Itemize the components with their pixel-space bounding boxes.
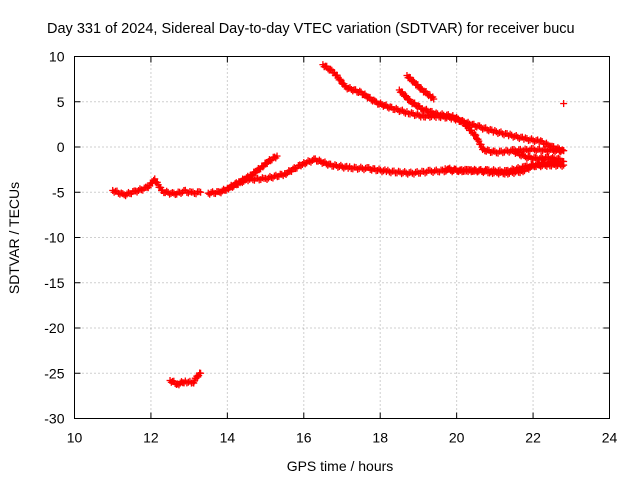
y-tick-label: -30 bbox=[44, 411, 64, 427]
y-tick-label: -15 bbox=[44, 275, 64, 291]
x-tick-label: 16 bbox=[296, 430, 312, 446]
grid bbox=[74, 56, 610, 419]
data-point bbox=[430, 95, 438, 103]
x-tick-label: 20 bbox=[449, 430, 465, 446]
data-point bbox=[282, 171, 290, 179]
series-track-d bbox=[319, 61, 568, 155]
data-point bbox=[500, 131, 508, 139]
data-point bbox=[393, 169, 401, 177]
y-tick-label: 5 bbox=[57, 94, 65, 110]
data-point bbox=[408, 169, 416, 177]
data-point bbox=[497, 147, 505, 155]
x-tick-label: 22 bbox=[525, 430, 541, 446]
data-point bbox=[471, 130, 479, 138]
series-track-e bbox=[403, 72, 438, 103]
data-point bbox=[431, 167, 439, 175]
series-track-b bbox=[204, 152, 281, 198]
data-point bbox=[412, 168, 420, 176]
data-point bbox=[385, 168, 393, 176]
data-point bbox=[417, 84, 425, 92]
data-point bbox=[197, 188, 205, 196]
data-point bbox=[515, 135, 523, 143]
y-tick-label: 10 bbox=[49, 49, 65, 65]
data-point bbox=[560, 161, 568, 169]
data-point bbox=[259, 163, 267, 171]
data-point bbox=[238, 179, 246, 187]
x-tick-label: 10 bbox=[67, 430, 83, 446]
y-tick-label: -10 bbox=[44, 230, 64, 246]
data-points bbox=[109, 61, 568, 389]
data-point bbox=[472, 131, 480, 139]
data-point bbox=[327, 65, 335, 73]
data-point bbox=[184, 189, 192, 197]
series-isolated bbox=[560, 100, 568, 108]
x-tick-label: 12 bbox=[143, 430, 159, 446]
data-point bbox=[197, 369, 205, 377]
axis-ticks: 10 12 14 16 18 20 22 24 -30 -25 -20 -15 -10 -5 0 5 10 bbox=[44, 49, 617, 446]
series-track-h bbox=[441, 160, 568, 178]
y-tick-label: 0 bbox=[57, 139, 65, 155]
data-point bbox=[511, 132, 519, 140]
data-point bbox=[495, 129, 503, 137]
data-point bbox=[402, 92, 410, 100]
data-point bbox=[491, 126, 499, 134]
y-axis-label: SDTVAR / TECUs bbox=[6, 182, 22, 294]
data-point bbox=[520, 135, 528, 143]
data-point bbox=[479, 125, 487, 133]
data-point bbox=[476, 122, 484, 130]
data-point bbox=[362, 164, 370, 172]
y-tick-label: -25 bbox=[44, 365, 64, 381]
data-point bbox=[560, 147, 568, 155]
x-tick-label: 14 bbox=[220, 430, 236, 446]
series-track-f bbox=[395, 86, 568, 157]
x-axis-label: GPS time / hours bbox=[287, 458, 394, 474]
y-tick-label: -5 bbox=[52, 184, 65, 200]
series-track-i bbox=[166, 369, 205, 389]
y-tick-label: -20 bbox=[44, 320, 64, 336]
data-point bbox=[194, 373, 202, 381]
data-point bbox=[414, 110, 422, 118]
x-tick-label: 18 bbox=[372, 430, 388, 446]
data-point bbox=[336, 75, 344, 83]
series-track-g bbox=[510, 148, 568, 165]
x-tick-label: 24 bbox=[602, 430, 618, 446]
series-track-a bbox=[109, 175, 205, 200]
data-point bbox=[485, 127, 493, 135]
data-point bbox=[397, 107, 405, 115]
data-point bbox=[558, 146, 566, 154]
data-point bbox=[273, 152, 281, 160]
data-point bbox=[392, 104, 400, 112]
data-point bbox=[560, 100, 568, 108]
chart-title: Day 331 of 2024, Sidereal Day-to-day VTE… bbox=[47, 21, 575, 37]
data-point bbox=[558, 162, 566, 170]
data-point bbox=[502, 169, 510, 177]
